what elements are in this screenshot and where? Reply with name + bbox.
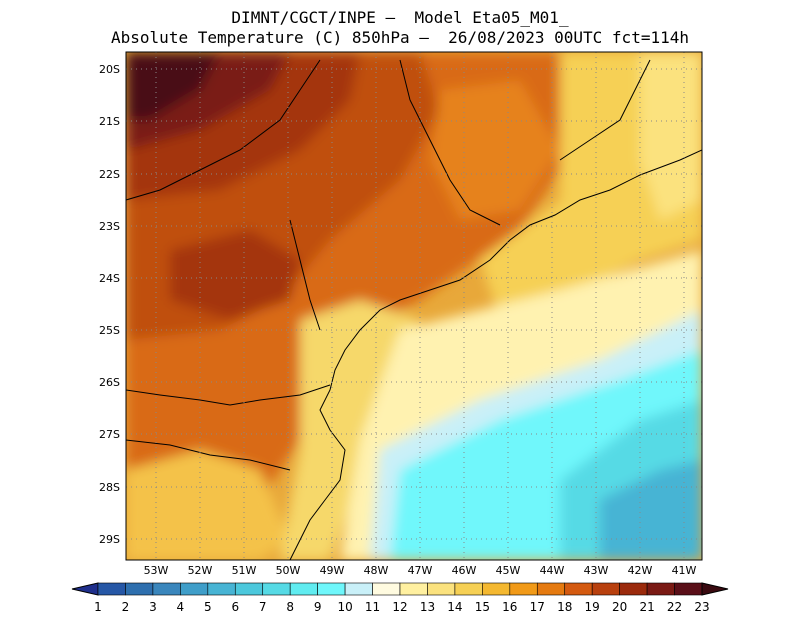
colorbar-segment [674,582,703,596]
colorbar-arrow-low [71,582,99,596]
lat-label: 23S [99,220,120,233]
map-frame [125,51,703,561]
colorbar-segment [591,582,620,596]
lon-label: 41W [672,564,697,577]
lon-label: 53W [144,564,169,577]
lon-label: 50W [276,564,301,577]
colorbar-segment [289,582,318,596]
lat-label: 20S [99,63,120,76]
colorbar-segment [509,582,538,596]
lon-label: 48W [364,564,389,577]
colorbar-segment [399,582,428,596]
colorbar-label: 10 [337,600,352,614]
lat-label: 22S [99,168,120,181]
colorbar-arrow-high [701,582,729,596]
colorbar-label: 16 [502,600,517,614]
lon-label: 51W [232,564,257,577]
colorbar-label: 19 [585,600,600,614]
colorbar-segment [427,582,456,596]
colorbar-label: 5 [204,600,212,614]
colorbar-label: 14 [447,600,462,614]
colorbar-label: 15 [475,600,490,614]
lat-label: 28S [99,481,120,494]
lon-label: 43W [584,564,609,577]
colorbar-label: 1 [94,600,102,614]
colorbar-label: 6 [231,600,239,614]
lon-label: 46W [452,564,477,577]
colorbar-label: 9 [314,600,322,614]
colorbar-segment [454,582,483,596]
colorbar-segment [646,582,675,596]
colorbar-segment [125,582,154,596]
lat-label: 25S [99,324,120,337]
colorbar-label: 13 [420,600,435,614]
lat-lon-grid [126,52,702,560]
map-title-line-2: Absolute Temperature (C) 850hPa – 26/08/… [111,28,689,47]
colorbar-label: 21 [639,600,654,614]
colorbar-segment [619,582,648,596]
longitude-labels: 53W 52W 51W 50W 49W 48W 47W 46W 45W 44W … [144,564,697,577]
lat-label: 24S [99,272,120,285]
colorbar: 1 2 3 4 5 6 7 8 9 10 11 12 13 14 15 16 17 18 19 20 21 22 23 [71,582,729,614]
colorbar-label: 18 [557,600,572,614]
colorbar-segment [536,582,566,596]
colorbar-label: 23 [694,600,709,614]
colorbar-label: 3 [149,600,157,614]
coastline [126,59,702,560]
lon-label: 44W [540,564,565,577]
colorbar-segment [97,582,126,596]
lon-label: 45W [496,564,521,577]
colorbar-label: 4 [177,600,185,614]
lat-label: 27S [99,428,120,441]
colorbar-segment [180,582,209,596]
colorbar-label: 8 [286,600,294,614]
colorbar-label: 22 [667,600,682,614]
lon-label: 52W [188,564,213,577]
colorbar-segment [344,582,373,596]
lat-label: 29S [99,533,120,546]
colorbar-segment [317,582,346,596]
lon-label: 49W [320,564,345,577]
lat-label: 26S [99,376,120,389]
colorbar-label: 17 [530,600,545,614]
colorbar-segment [152,582,181,596]
colorbar-label: 12 [392,600,407,614]
lat-label: 21S [99,115,120,128]
colorbar-segment [234,582,264,596]
colorbar-segment [207,582,236,596]
colorbar-segment [262,582,291,596]
colorbar-segment [482,582,511,596]
temperature-field [126,52,702,560]
colorbar-segment [372,582,401,596]
colorbar-label: 2 [122,600,130,614]
colorbar-label: 20 [612,600,627,614]
lon-label: 47W [408,564,433,577]
colorbar-label: 7 [259,600,267,614]
lon-label: 42W [628,564,653,577]
latitude-labels: 20S 21S 22S 23S 24S 25S 26S 27S 28S 29S [99,63,120,546]
colorbar-segment [564,582,593,596]
map-title-line-1: DIMNT/CGCT/INPE – Model Eta05_M01_ [231,8,569,27]
colorbar-label: 11 [365,600,380,614]
